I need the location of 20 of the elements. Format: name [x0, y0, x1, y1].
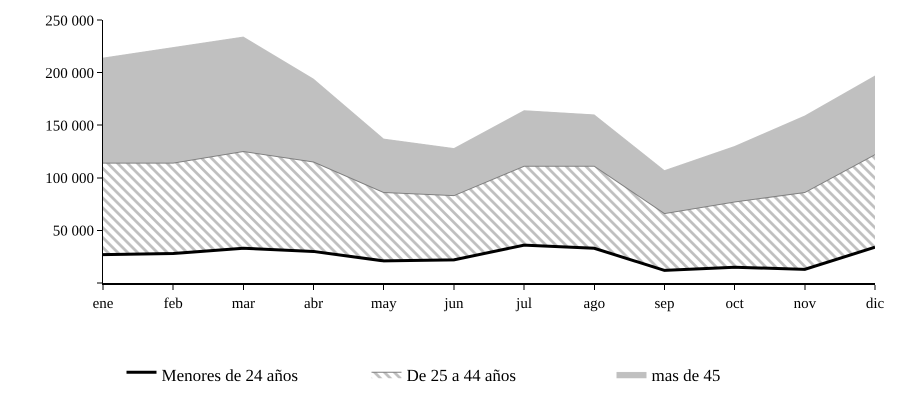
legend-label: Menores de 24 años [162, 366, 298, 385]
y-tick-label: 50 000 [52, 224, 94, 240]
x-tick-label: mar [232, 296, 256, 312]
x-tick-label: jun [443, 296, 464, 312]
x-tick-label: ene [92, 296, 114, 312]
y-tick-label: 150 000 [45, 118, 94, 134]
y-tick-label: 250 000 [45, 13, 94, 30]
x-tick-label: may [370, 296, 398, 312]
x-tick-label: dic [866, 296, 885, 312]
x-tick-label: oct [725, 296, 745, 312]
y-tick-label: 100 000 [45, 171, 94, 188]
legend-label: mas de 45 [652, 366, 720, 385]
x-tick-label: ago [583, 296, 606, 312]
x-tick-label: feb [164, 296, 183, 312]
y-tick-label: 200 000 [45, 66, 94, 82]
x-tick-label: jul [515, 296, 532, 312]
x-tick-label: nov [794, 296, 817, 312]
x-tick-label: sep [654, 296, 674, 312]
legend-label: De 25 a 44 años [406, 366, 516, 385]
x-tick-label: abr [304, 296, 324, 312]
